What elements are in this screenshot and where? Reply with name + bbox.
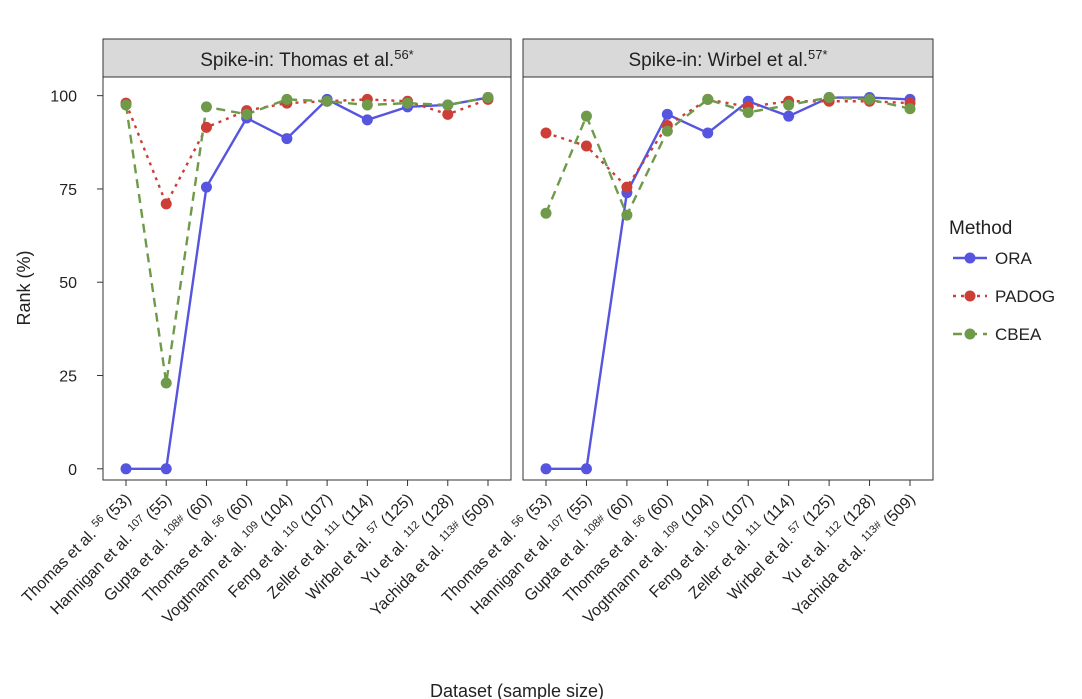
point-padog — [540, 127, 552, 139]
point-padog — [200, 121, 212, 133]
legend-item-cbea: CBEA — [953, 325, 1042, 344]
facet-strip-label: Spike-in: Wirbel et al.57* — [628, 47, 827, 71]
y-tick-label: 75 — [59, 182, 77, 199]
point-cbea — [281, 93, 293, 105]
series-line-ora — [546, 96, 911, 471]
legend-key-point — [964, 328, 976, 340]
legend-key-point — [964, 290, 976, 302]
point-cbea — [580, 110, 592, 122]
point-ora — [783, 110, 795, 122]
point-cbea — [321, 95, 333, 107]
point-ora — [160, 463, 172, 475]
legend-label: ORA — [995, 249, 1033, 268]
panel-2: Spike-in: Wirbel et al.57*Thomas et al. … — [439, 38, 934, 627]
point-padog — [580, 140, 592, 152]
point-cbea — [783, 99, 795, 111]
series-line-padog — [124, 98, 489, 207]
facet-strip — [102, 38, 512, 78]
point-ora — [661, 108, 673, 120]
point-ora — [200, 181, 212, 193]
legend-label: CBEA — [995, 325, 1042, 344]
point-cbea — [482, 92, 494, 104]
point-ora — [540, 463, 552, 475]
legend-key-point — [964, 252, 976, 264]
point-cbea — [661, 125, 673, 137]
y-tick-label: 50 — [59, 275, 77, 292]
legend-title: Method — [949, 218, 1012, 239]
point-padog — [442, 108, 454, 120]
legend-label: PADOG — [995, 287, 1055, 306]
point-cbea — [540, 207, 552, 219]
point-cbea — [402, 97, 414, 109]
legend-item-ora: ORA — [953, 249, 1033, 268]
point-cbea — [823, 92, 835, 104]
point-cbea — [742, 106, 754, 118]
legend: Method ORA PADOG CBEA — [949, 218, 1055, 344]
panel-1: Spike-in: Thomas et al.56*0255075100Thom… — [19, 38, 512, 627]
legend-item-padog: PADOG — [953, 287, 1055, 306]
point-ora — [580, 463, 592, 475]
point-cbea — [702, 93, 714, 105]
point-padog — [621, 181, 633, 193]
point-cbea — [904, 103, 916, 115]
point-ora — [702, 127, 714, 139]
point-ora — [281, 133, 293, 145]
series-line-padog — [545, 98, 911, 189]
point-padog — [160, 198, 172, 210]
y-tick-label: 100 — [50, 89, 77, 106]
y-tick-label: 25 — [59, 369, 77, 386]
point-cbea — [160, 377, 172, 389]
facet-strip — [522, 38, 934, 78]
y-axis-title: Rank (%) — [14, 250, 34, 325]
point-cbea — [442, 99, 454, 111]
point-ora — [120, 463, 132, 475]
facet-strip-label: Spike-in: Thomas et al.56* — [200, 47, 414, 71]
point-cbea — [241, 108, 253, 120]
y-tick-label: 0 — [68, 462, 77, 479]
series-line-ora — [126, 96, 489, 471]
plot-area — [102, 76, 512, 481]
point-cbea — [120, 99, 132, 111]
point-cbea — [361, 99, 373, 111]
point-cbea — [864, 93, 876, 105]
series-line-cbea — [124, 96, 489, 384]
series-line-cbea — [544, 96, 911, 219]
point-cbea — [200, 101, 212, 113]
x-axis-title: Dataset (sample size) — [430, 681, 604, 699]
facet-panels: Spike-in: Thomas et al.56*0255075100Thom… — [19, 38, 934, 627]
point-cbea — [621, 209, 633, 221]
plot-area — [522, 76, 934, 481]
point-ora — [361, 114, 373, 126]
